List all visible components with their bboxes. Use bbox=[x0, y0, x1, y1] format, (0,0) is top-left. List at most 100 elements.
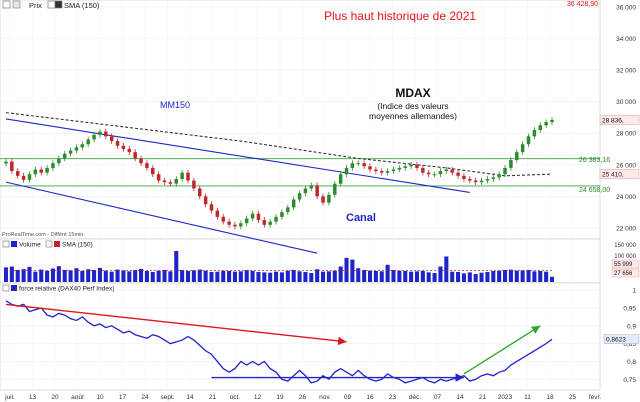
volume-bar bbox=[303, 272, 308, 282]
volume-bar bbox=[274, 271, 279, 282]
candle-body bbox=[415, 164, 419, 168]
rs-legend-checkbox[interactable] bbox=[2, 284, 10, 292]
candle-body bbox=[385, 171, 390, 173]
trend-arrow bbox=[5, 303, 347, 346]
candle-body bbox=[45, 167, 49, 173]
candle-body bbox=[450, 169, 454, 173]
candle-body bbox=[233, 224, 237, 227]
candle-body bbox=[297, 193, 302, 200]
candle-body bbox=[215, 210, 220, 217]
volume-sma-legend-checkbox[interactable] bbox=[45, 240, 53, 248]
candle-body bbox=[180, 172, 184, 179]
candle-body bbox=[21, 175, 26, 180]
time-tick-label: 07 bbox=[434, 394, 442, 401]
time-tick-label: 10 bbox=[96, 394, 104, 401]
candle-body bbox=[462, 175, 466, 179]
candle-body bbox=[68, 150, 73, 154]
candle-body bbox=[397, 167, 402, 170]
volume-bar bbox=[215, 271, 220, 282]
volume-bar bbox=[473, 274, 478, 282]
candle-body bbox=[426, 172, 431, 175]
volume-tick-label: 150 000 bbox=[614, 243, 636, 249]
candle-body bbox=[92, 134, 96, 140]
candle-body bbox=[250, 213, 255, 219]
time-tick-label: 2023 bbox=[498, 394, 513, 401]
candle-body bbox=[62, 153, 67, 159]
candle-body bbox=[503, 167, 507, 175]
legend-box-price bbox=[12, 0, 21, 9]
volume-bar bbox=[227, 270, 232, 282]
volume-bar bbox=[27, 266, 32, 282]
time-tick-label: 14 bbox=[456, 394, 464, 401]
volume-bar bbox=[256, 272, 261, 282]
candlestick-series bbox=[4, 117, 554, 230]
time-tick-label: 19 bbox=[276, 394, 284, 401]
legend-checkbox-sma[interactable] bbox=[47, 0, 56, 9]
candle-body bbox=[321, 196, 325, 203]
volume-bar bbox=[315, 269, 320, 282]
volume-bar bbox=[9, 266, 14, 282]
candle-body bbox=[104, 131, 108, 137]
volume-sma-legend-swatch bbox=[54, 241, 60, 247]
volume-bar bbox=[45, 270, 50, 282]
rs-tick-label: 0,9 bbox=[627, 323, 636, 330]
legend-price-label: Prix bbox=[29, 1, 42, 10]
price-badge bbox=[599, 169, 640, 179]
volume-bar bbox=[268, 272, 273, 282]
source-label: ProRealTime.com - Différé 15min bbox=[2, 232, 83, 238]
volume-bar bbox=[191, 270, 196, 282]
volume-bar bbox=[39, 269, 44, 282]
candle-body bbox=[80, 144, 85, 148]
volume-bar bbox=[185, 270, 191, 282]
rs-badge bbox=[603, 334, 640, 344]
volume-bar bbox=[403, 270, 408, 282]
volume-bar bbox=[456, 272, 461, 282]
axis-labels: 22 000 24 000 26 000 28 000 30 000 32 000 34 0… bbox=[4, 4, 640, 401]
volume-bar bbox=[168, 271, 173, 282]
candle-body bbox=[403, 166, 407, 168]
volume-badge-label: 55 999 bbox=[614, 262, 633, 268]
candle-body bbox=[286, 207, 290, 213]
time-tick-label: 18 bbox=[546, 394, 554, 401]
volume-badge-label: 27 656 bbox=[614, 271, 633, 277]
volume-bar bbox=[221, 270, 226, 282]
time-tick-label: 21 bbox=[209, 394, 217, 401]
candle-body bbox=[51, 163, 55, 168]
volume-bar bbox=[3, 267, 9, 282]
time-tick-label: 12 bbox=[254, 394, 262, 401]
volume-bar bbox=[103, 270, 108, 282]
price-badge-label: 25 410, bbox=[602, 172, 624, 179]
volume-bar bbox=[432, 273, 437, 282]
volume-bar bbox=[385, 264, 390, 282]
candle-body bbox=[86, 139, 90, 145]
candle-body bbox=[491, 177, 496, 179]
candle-body bbox=[432, 174, 437, 176]
legend-box-sma bbox=[54, 0, 63, 9]
price-tick-label: 34 000 bbox=[616, 36, 636, 43]
candle-body bbox=[139, 158, 143, 164]
candle-body bbox=[145, 163, 149, 168]
candle-body bbox=[291, 199, 296, 208]
volume-bar bbox=[50, 268, 56, 282]
volume-legend-swatch bbox=[11, 241, 17, 247]
candle-body bbox=[174, 178, 179, 184]
candle-body bbox=[27, 174, 32, 180]
top-right-price: 36 428,90 bbox=[567, 1, 598, 8]
price-badge bbox=[599, 115, 640, 125]
canal-label: Canal bbox=[346, 212, 376, 224]
candle-body bbox=[33, 169, 38, 175]
volume-bar bbox=[326, 271, 331, 282]
volume-bar bbox=[373, 270, 378, 282]
volume-bar bbox=[86, 269, 91, 282]
volume-legend-checkbox[interactable] bbox=[2, 240, 10, 248]
legend-checkbox-price[interactable] bbox=[2, 0, 11, 9]
volume-bar bbox=[62, 269, 67, 282]
rs-tick-label: 0,95 bbox=[623, 305, 636, 312]
candle-body bbox=[391, 169, 396, 172]
volume-bar bbox=[115, 269, 120, 282]
candle-body bbox=[98, 131, 102, 135]
volume-bar bbox=[520, 270, 525, 282]
rs-tick-label: 0,75 bbox=[623, 377, 636, 384]
price-tick-label: 26 000 bbox=[616, 162, 636, 169]
volume-bar bbox=[197, 269, 202, 282]
